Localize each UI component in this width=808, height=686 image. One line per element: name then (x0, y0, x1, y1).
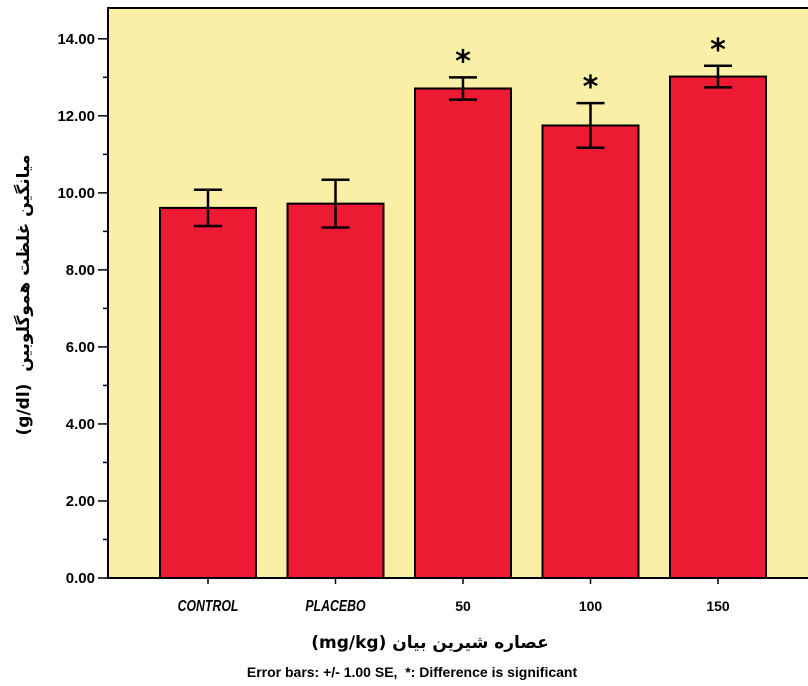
significance-marker-100: * (583, 70, 599, 105)
y-tick-label: 0.00 (66, 570, 95, 587)
x-tick-label-150: 150 (706, 598, 730, 614)
x-tick-label-control: CONTROL (178, 598, 239, 616)
bar-100 (541, 124, 640, 579)
x-tick-label-100: 100 (579, 598, 603, 614)
chart-caption: Error bars: +/- 1.00 SE, *: Difference i… (247, 664, 578, 680)
bar-placebo (286, 202, 385, 579)
y-tick-label: 2.00 (66, 493, 95, 510)
error-bar-placebo (321, 178, 350, 229)
significance-marker-150: * (710, 33, 726, 68)
x-tick-label-50: 50 (455, 598, 471, 614)
x-axis-ticks: CONTROL PLACEBO 50 100 150 (178, 578, 730, 615)
y-tick-label: 8.00 (66, 262, 95, 279)
error-bar-50 (449, 76, 477, 101)
significance-marker-50: * (455, 44, 471, 79)
y-tick-label: 6.00 (66, 339, 95, 356)
y-tick-label: 12.00 (57, 108, 95, 125)
y-tick-label: 4.00 (66, 416, 95, 433)
significance-markers-group: * * * (455, 33, 726, 105)
y-tick-label: 14.00 (57, 31, 95, 48)
error-bar-100 (576, 101, 605, 150)
error-bar-control (194, 188, 222, 228)
bars-group (159, 75, 767, 580)
y-tick-label: 10.00 (57, 185, 95, 202)
y-axis-title: میانگین غلظت هموگلوبین (g/dl) (13, 154, 34, 435)
x-tick-label-placebo: PLACEBO (305, 598, 365, 616)
bar-150 (669, 75, 767, 580)
y-axis-ticks: 0.00 2.00 4.00 6.00 8.00 10.00 12.00 14.00 (57, 31, 108, 587)
x-axis-title: عصاره شیرین بیان (mg/kg) (311, 633, 549, 653)
error-bars-group (194, 64, 732, 229)
error-bar-150 (704, 64, 732, 89)
bar-50 (414, 87, 512, 579)
bar-control (159, 206, 257, 579)
